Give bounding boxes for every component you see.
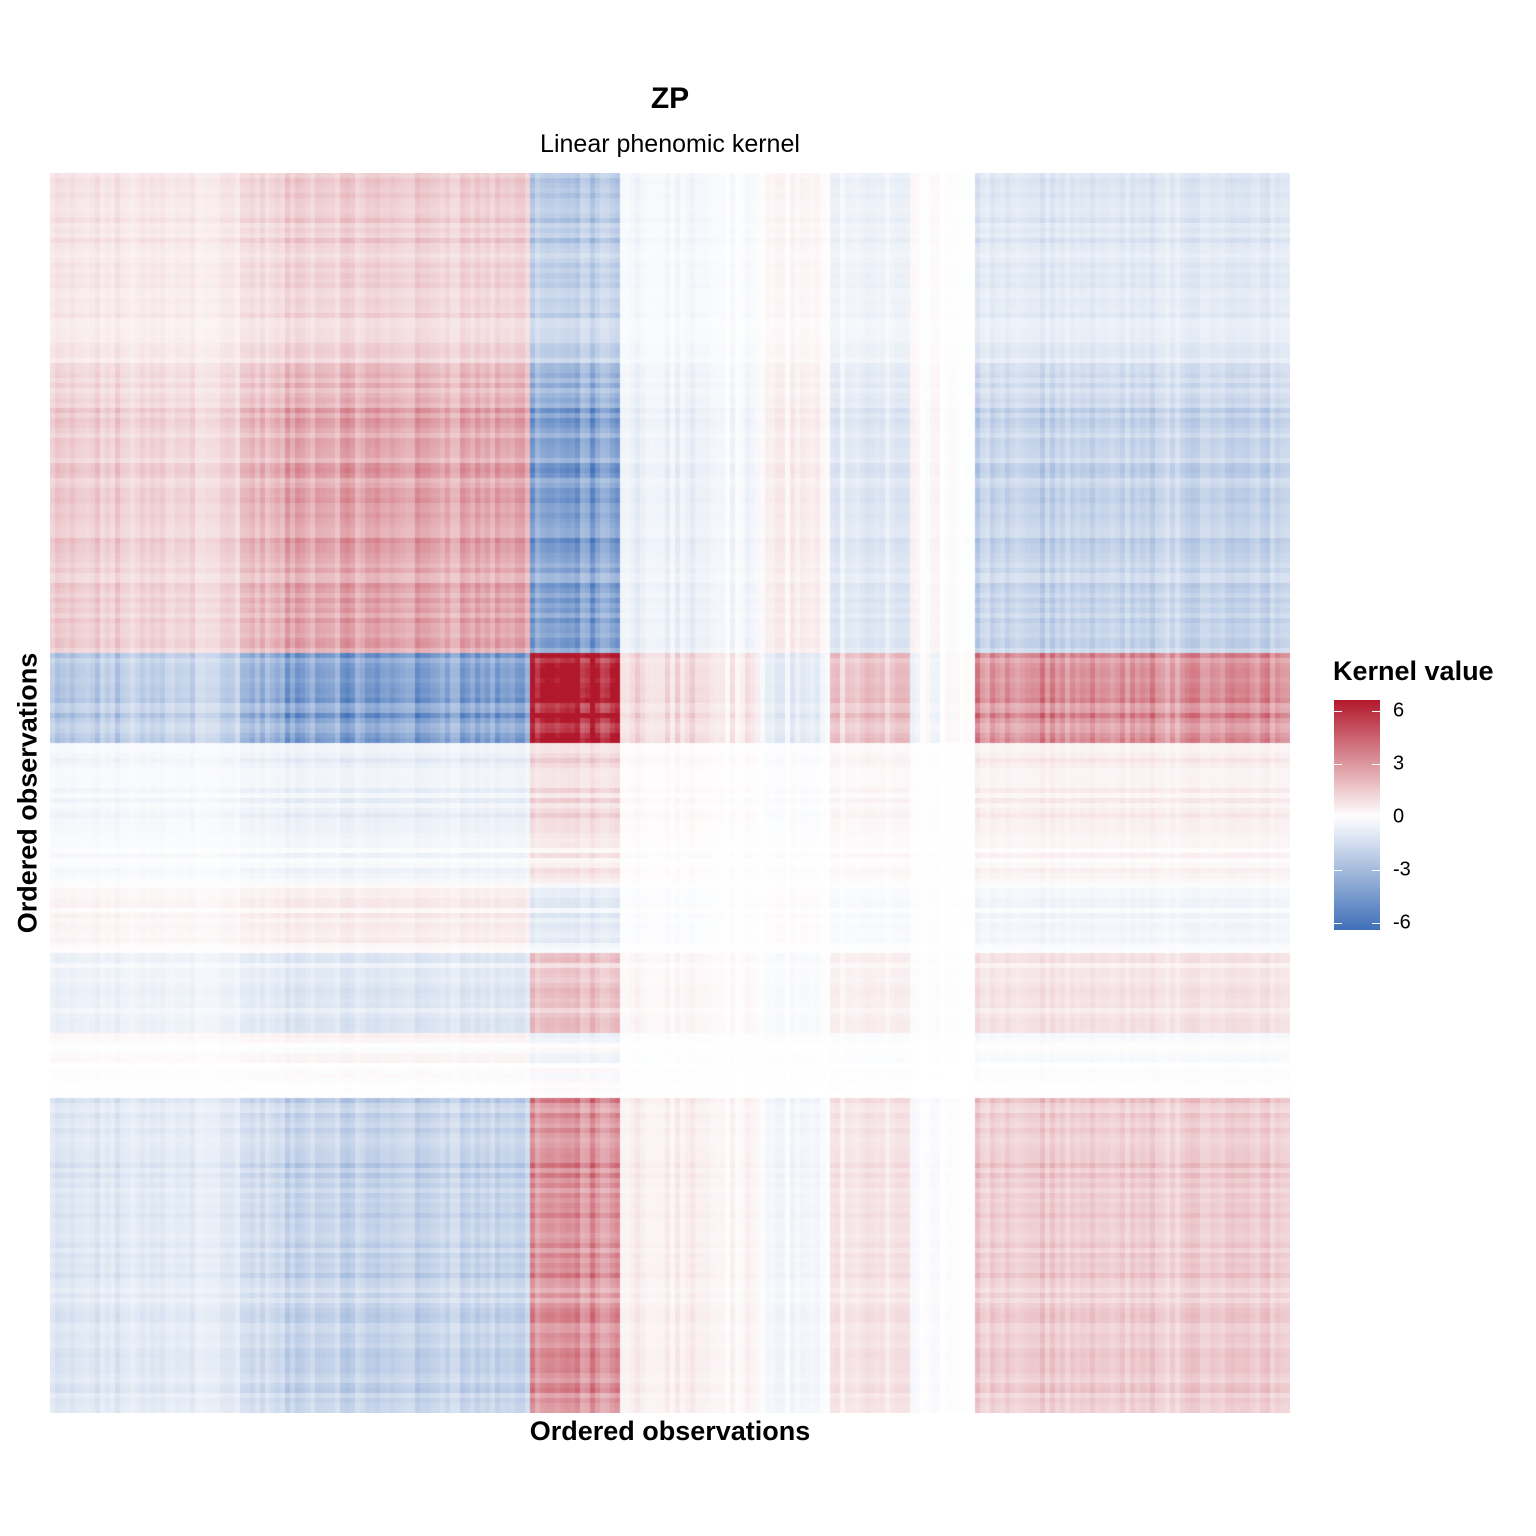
y-axis-label: Ordered observations (12, 652, 43, 934)
chart-title: ZP (650, 82, 690, 115)
legend-tick-right (1372, 869, 1380, 871)
legend-tick-label: -3 (1393, 858, 1411, 881)
legend-tick-left (1334, 922, 1342, 924)
x-axis-label: Ordered observations (529, 1416, 811, 1446)
legend-tick-label: 0 (1393, 805, 1405, 828)
legend-tick-right (1372, 763, 1380, 765)
legend-tick-left (1334, 816, 1342, 818)
legend-title: Kernel value (1333, 656, 1494, 686)
legend-tick-left (1334, 710, 1342, 712)
chart-subtitle: Linear phenomic kernel (540, 130, 800, 158)
legend-tick-label: -6 (1393, 911, 1411, 934)
legend-tick-right (1372, 710, 1380, 712)
legend-tick-right (1372, 922, 1380, 924)
legend-tick-left (1334, 869, 1342, 871)
kernel-heatmap (50, 173, 1290, 1413)
legend-tick-left (1334, 763, 1342, 765)
legend-colorbar (1334, 700, 1380, 930)
legend-tick-right (1372, 816, 1380, 818)
legend-tick-label: 6 (1393, 699, 1405, 722)
legend-tick-label: 3 (1393, 752, 1405, 775)
